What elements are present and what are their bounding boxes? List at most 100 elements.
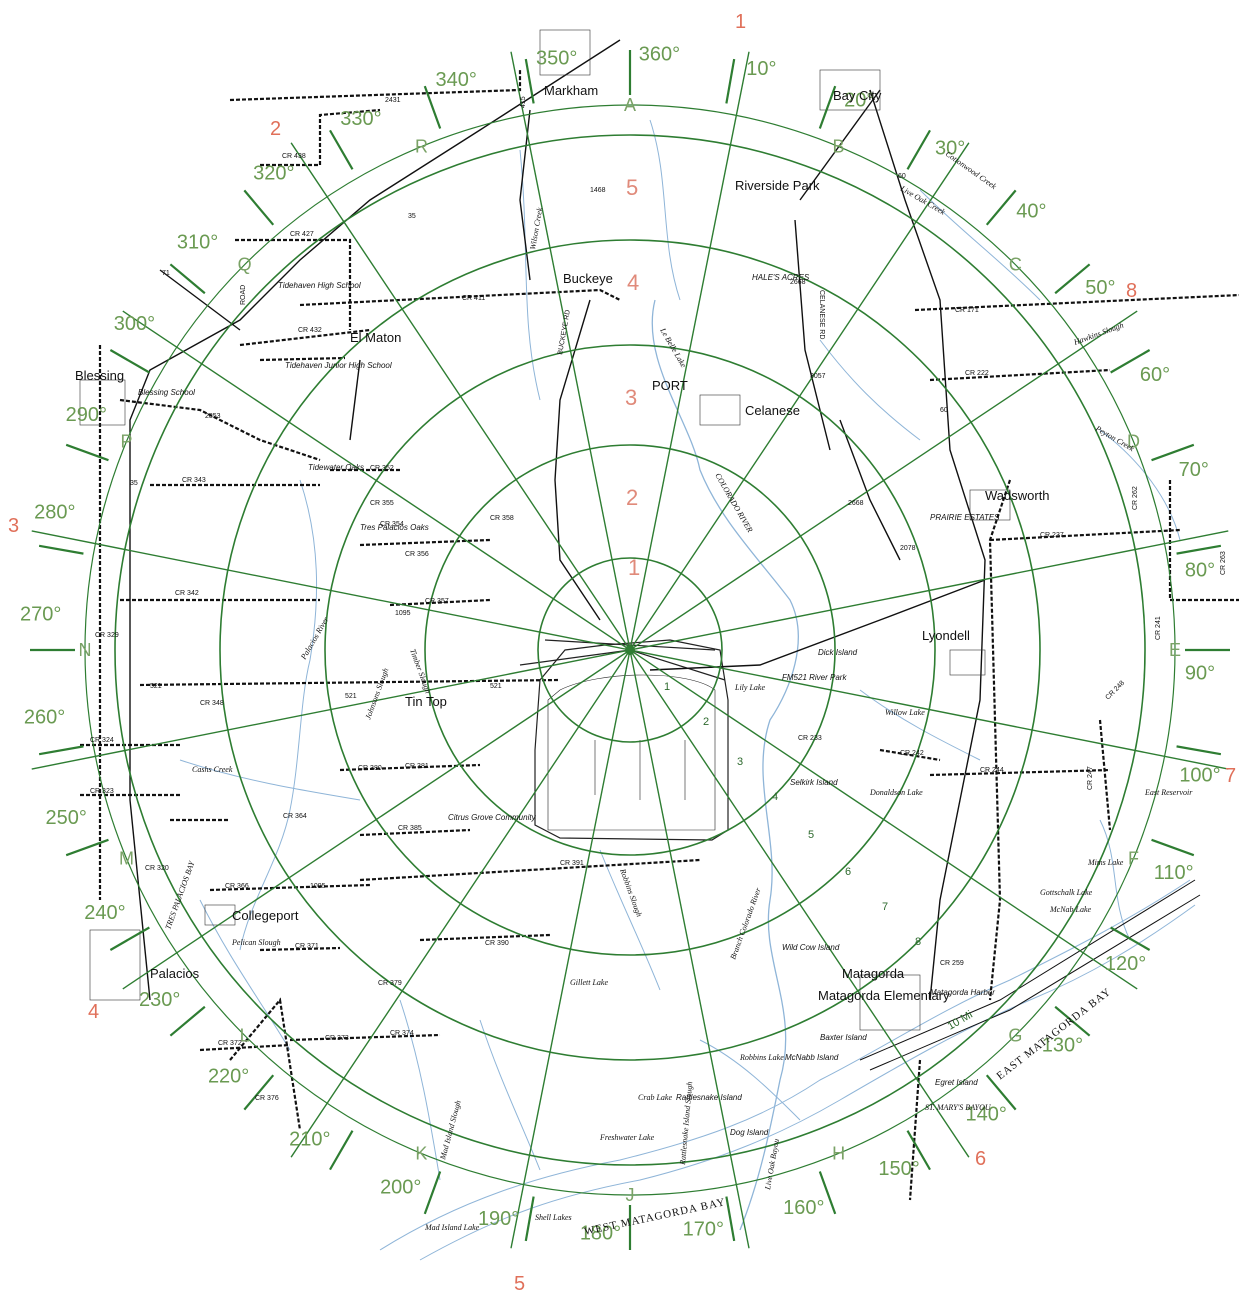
sector-label-q: Q bbox=[238, 255, 252, 275]
highway-60 bbox=[869, 89, 986, 1001]
label-r3057: 3057 bbox=[810, 373, 826, 380]
compass-label-160: 160° bbox=[783, 1197, 824, 1219]
label-celanese-rd: CELANESE RD bbox=[818, 290, 825, 339]
compass-label-330: 330° bbox=[340, 108, 381, 130]
compass-label-120: 120° bbox=[1105, 953, 1146, 975]
creek-10 bbox=[859, 689, 981, 761]
label-cr390: CR 390 bbox=[485, 940, 509, 947]
label-cr233: CR 233 bbox=[798, 735, 822, 742]
label-freshwater-lake: Freshwater Lake bbox=[599, 1133, 655, 1142]
sector-label-k: K bbox=[415, 1144, 427, 1164]
label-r415: 415 bbox=[520, 96, 527, 108]
road-cr372 bbox=[199, 1043, 291, 1052]
zone-label-5: 5 bbox=[514, 1273, 525, 1295]
compass-label-170: 170° bbox=[683, 1218, 724, 1240]
mile-label-1: 1 bbox=[664, 681, 670, 693]
label-r1468: 1468 bbox=[590, 187, 606, 194]
compass-label-130: 130° bbox=[1042, 1034, 1083, 1056]
compass-tick-10 bbox=[725, 58, 736, 104]
label-cr381: CR 381 bbox=[405, 763, 429, 770]
label-wild-cow-island: Wild Cow Island bbox=[782, 943, 840, 952]
mile-label-3: 3 bbox=[737, 756, 743, 768]
label-cr357: CR 357 bbox=[425, 598, 449, 605]
compass-degree-labels: 360° 10° 20° 30° 40° 50° 60° 70° 80° 90° 100° 110° 1… bbox=[20, 44, 1221, 1245]
road-cr357 bbox=[389, 598, 491, 607]
compass-tick-240 bbox=[109, 926, 150, 951]
colorado-river-path bbox=[651, 299, 799, 1231]
creek-3 bbox=[1099, 429, 1181, 541]
highway-71 bbox=[159, 269, 241, 331]
water-features bbox=[179, 119, 1196, 1261]
label-cr385: CR 385 bbox=[398, 825, 422, 832]
label-cr380: CR 380 bbox=[358, 765, 382, 772]
road-ne-vertical bbox=[1168, 480, 1239, 602]
compass-label-60: 60° bbox=[1140, 364, 1170, 386]
compass-label-190: 190° bbox=[478, 1208, 519, 1230]
label-cr391: CR 391 bbox=[560, 860, 584, 867]
road-452 bbox=[259, 356, 346, 362]
compass-tick-120 bbox=[1110, 926, 1151, 951]
road-buckeye bbox=[554, 299, 601, 621]
coastline-west-2 bbox=[419, 904, 1196, 1261]
place-labels: Markham Bay City Riverside Park Buckeye … bbox=[75, 83, 1050, 1137]
ring-label-5: 5 bbox=[626, 175, 638, 200]
sector-label-m: M bbox=[119, 849, 134, 869]
road-sw-376 bbox=[229, 997, 302, 1131]
compass-tick-70 bbox=[1151, 443, 1195, 462]
distance-ring-3 bbox=[324, 344, 936, 956]
creek-8 bbox=[649, 119, 681, 301]
label-citrus-grove: Citrus Grove Community bbox=[448, 813, 537, 822]
sector-label-a: A bbox=[624, 95, 636, 115]
intracoastal-waterway bbox=[859, 879, 1196, 1061]
compass-label-290: 290° bbox=[66, 404, 107, 426]
mile-label-5: 5 bbox=[808, 829, 814, 841]
tres-palacios-river bbox=[239, 479, 318, 951]
label-pelican-slough: Pelican Slough bbox=[231, 938, 281, 947]
label-cr343: CR 343 bbox=[182, 477, 206, 484]
compass-label-270: 270° bbox=[20, 604, 61, 626]
grid-blessing bbox=[79, 379, 126, 426]
mile-label-6: 6 bbox=[845, 866, 851, 878]
label-el-maton: El Maton bbox=[350, 330, 401, 345]
zone-label-6: 6 bbox=[975, 1148, 986, 1170]
compass-tick-50 bbox=[1054, 263, 1091, 295]
creek-13 bbox=[699, 1039, 801, 1121]
sector-label-n: N bbox=[79, 640, 92, 660]
label-buckeye: Buckeye bbox=[563, 271, 613, 286]
sector-label-c: C bbox=[1009, 255, 1022, 275]
sector-label-p: P bbox=[120, 431, 132, 451]
label-r60: 60 bbox=[898, 173, 906, 180]
sector-letter-labels: A B C D E F G H J K L M N P Q R bbox=[79, 95, 1182, 1205]
compass-label-40: 40° bbox=[1016, 201, 1046, 223]
highways bbox=[129, 39, 1201, 1071]
sector-label-e: E bbox=[1169, 640, 1181, 660]
compass-label-50: 50° bbox=[1085, 277, 1115, 299]
road-2668 bbox=[839, 419, 901, 561]
label-hales-acres: HALE'S ACRES bbox=[752, 273, 810, 282]
label-r60b: 60 bbox=[940, 407, 948, 414]
label-prairie-estates: PRAIRIE ESTATES bbox=[930, 513, 1000, 522]
label-dog-island: Dog Island bbox=[730, 1128, 769, 1137]
compass-tick-60 bbox=[1110, 349, 1151, 374]
label-cr438: CR 438 bbox=[282, 153, 306, 160]
label-crab-lake: Crab Lake bbox=[638, 1093, 672, 1102]
label-tres-palacios-oaks: Tres Palacios Oaks bbox=[360, 523, 429, 532]
label-matagorda: Matagorda bbox=[842, 966, 905, 981]
label-road: ROAD bbox=[240, 285, 247, 305]
label-r521: 521 bbox=[150, 683, 162, 690]
compass-tick-40 bbox=[985, 189, 1017, 226]
coastline-west bbox=[379, 879, 1191, 1251]
compass-tick-310 bbox=[169, 263, 206, 295]
road-cr373 bbox=[289, 1033, 441, 1042]
compass-tick-300 bbox=[109, 349, 150, 374]
compass-tick-190 bbox=[524, 1196, 535, 1242]
grid-markham bbox=[539, 29, 591, 76]
label-blessing-school: Blessing School bbox=[138, 388, 195, 397]
compass-tick-130 bbox=[1054, 1005, 1091, 1037]
label-gottschalk-lake: Gottschalk Lake bbox=[1040, 888, 1093, 897]
distance-rings bbox=[84, 104, 1176, 1196]
road-cr171 bbox=[914, 293, 1239, 312]
label-lily-lake: Lily Lake bbox=[734, 683, 765, 692]
road-bay-city-matagorda bbox=[799, 89, 881, 201]
